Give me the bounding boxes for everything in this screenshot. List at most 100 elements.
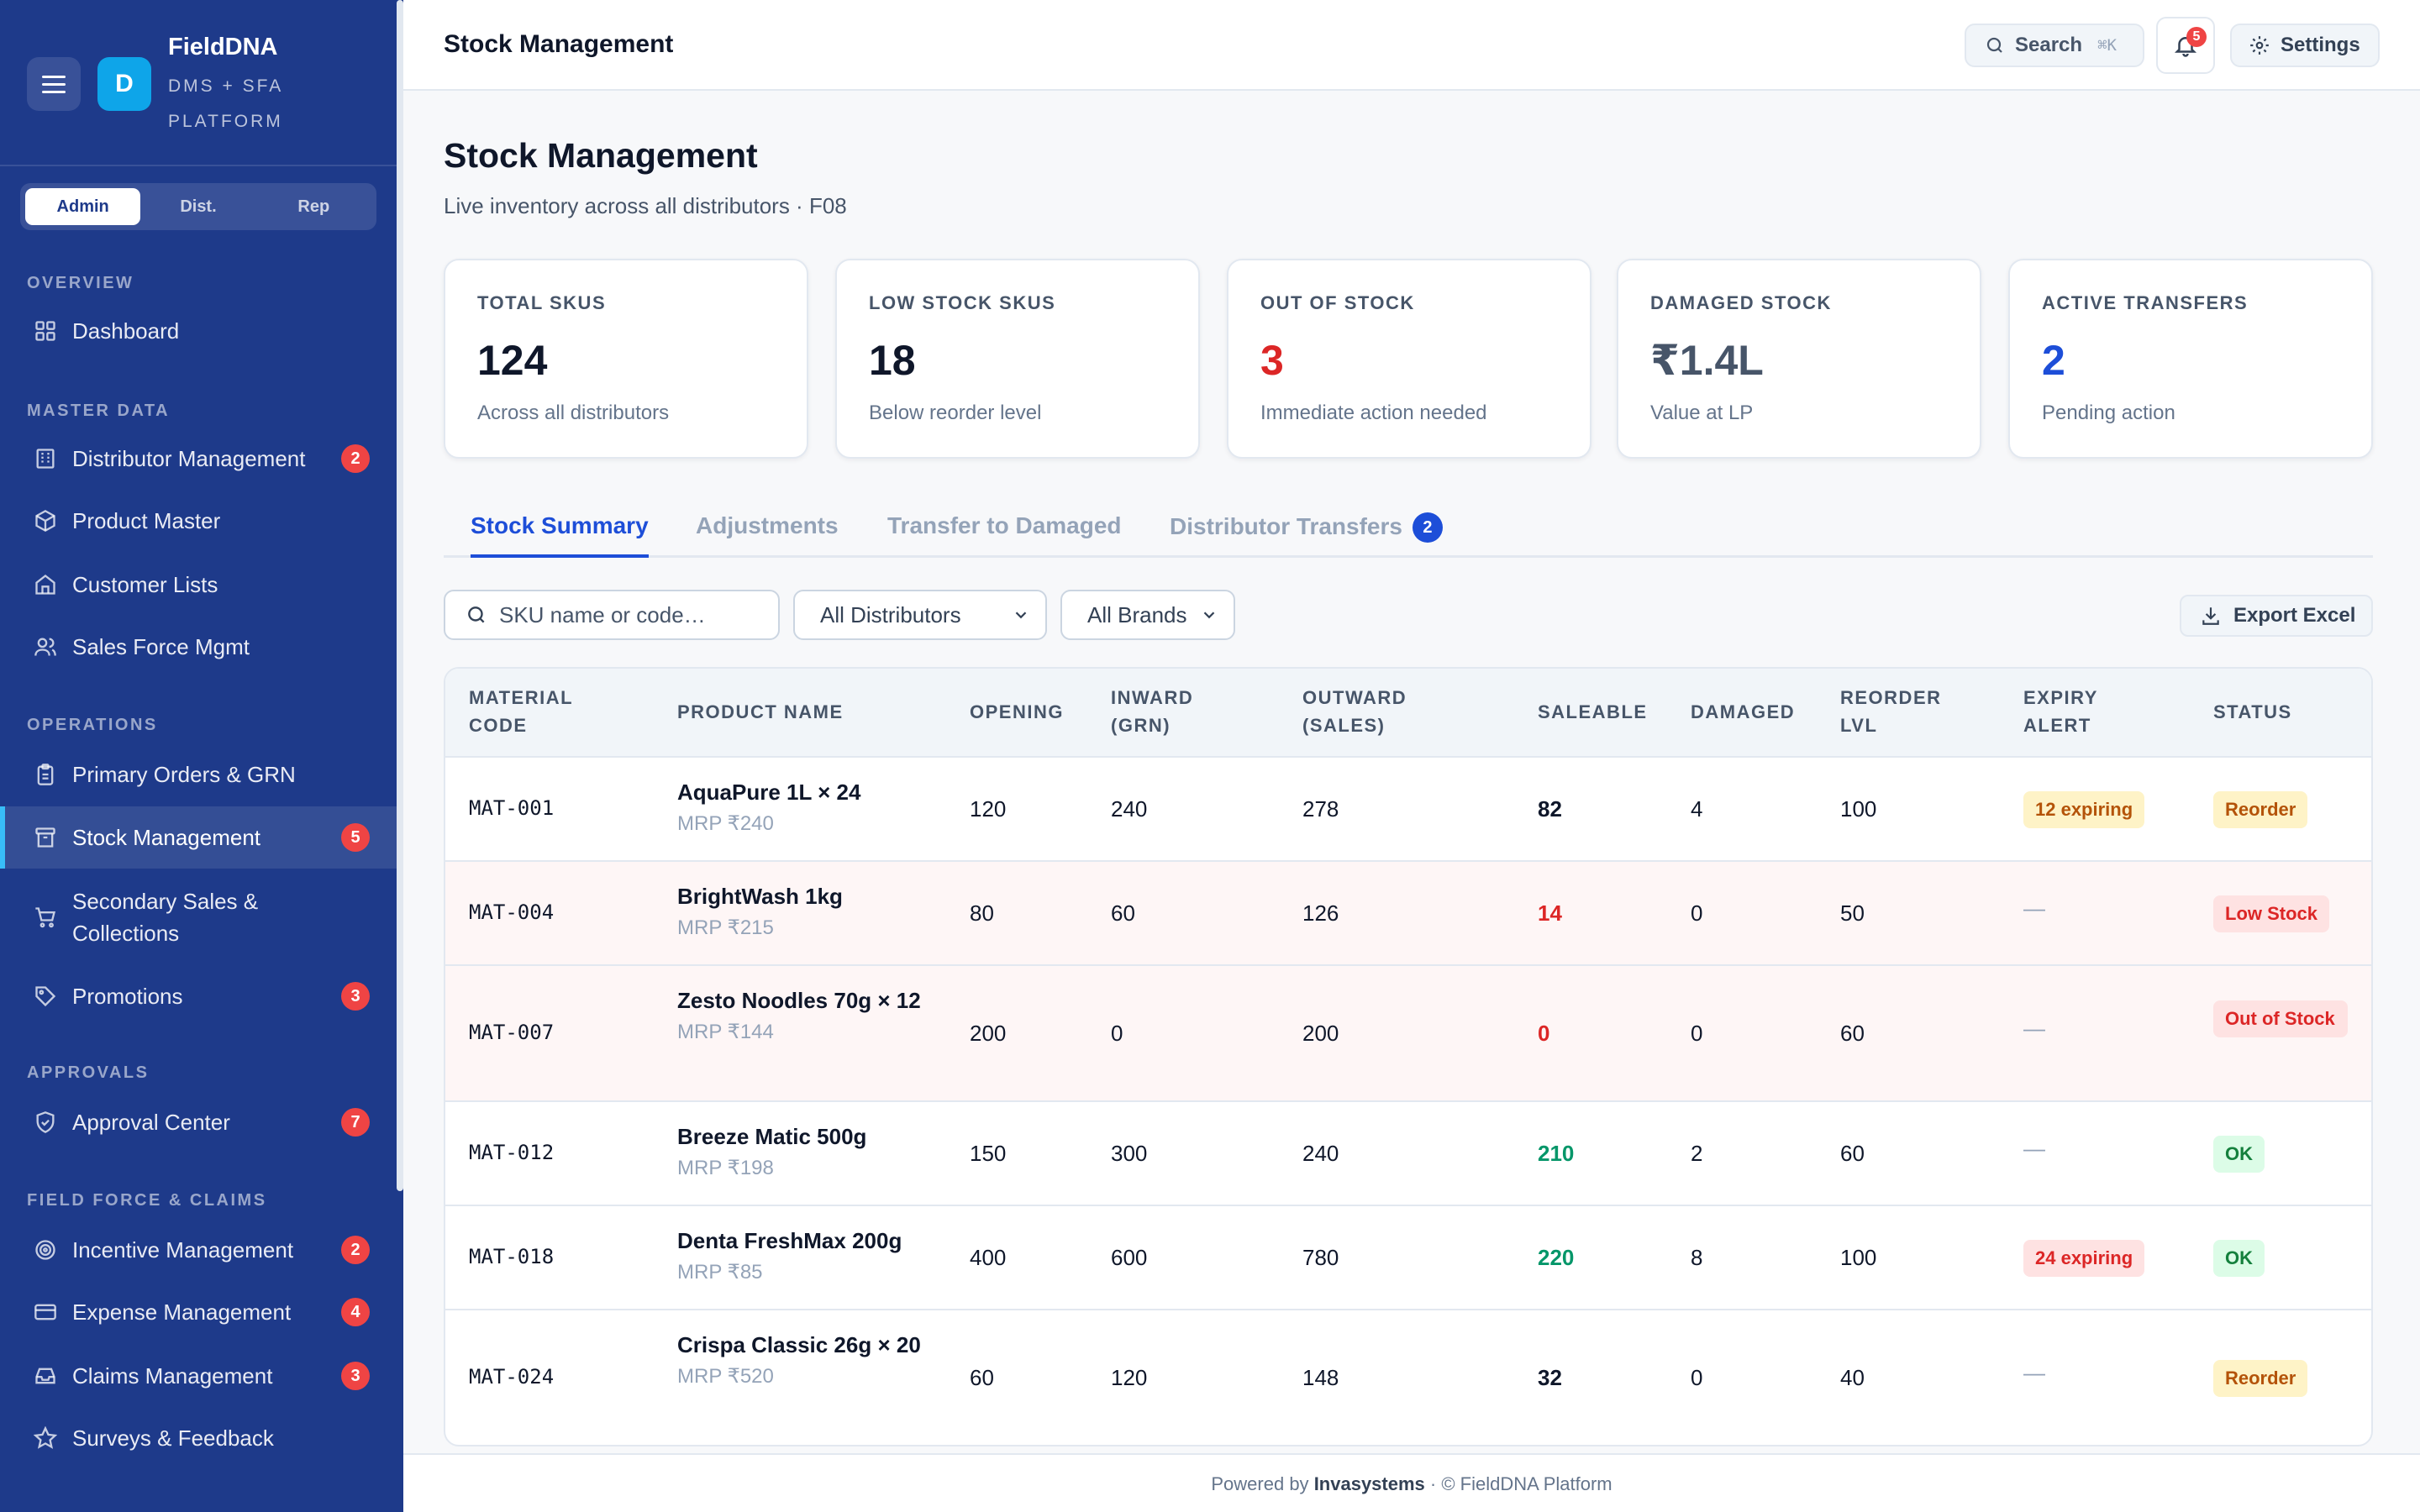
- col-header-inward[interactable]: INWARD (GRN): [1111, 687, 1194, 736]
- col-header-product-name[interactable]: PRODUCT NAME: [677, 701, 844, 722]
- table-header: MATERIAL CODE PRODUCT NAME OPENING INWAR…: [445, 669, 2371, 758]
- table-row[interactable]: MAT-012 Breeze Matic 500g MRP ₹198 150 300 24…: [445, 1102, 2371, 1206]
- cart-icon: [34, 906, 57, 929]
- count-badge: 4: [341, 1298, 370, 1326]
- sidebar-scrollbar[interactable]: [397, 0, 403, 1191]
- outward-value: 148: [1302, 1365, 1339, 1390]
- tab-distributor-transfers[interactable]: Distributor Transfers 2: [1170, 512, 1443, 558]
- inward-value: 60: [1111, 900, 1135, 926]
- sidebar-item-label: Distributor Management: [72, 445, 306, 471]
- col-header-damaged[interactable]: DAMAGED: [1691, 701, 1796, 722]
- sidebar-item-claims-management[interactable]: Claims Management 3: [0, 1356, 397, 1396]
- distributor-select[interactable]: All Distributors: [793, 590, 1047, 640]
- sidebar-item-secondary-sales[interactable]: Secondary Sales & Collections: [0, 884, 397, 951]
- opening-value: 60: [970, 1365, 994, 1390]
- product-name[interactable]: Denta FreshMax 200g: [677, 1228, 902, 1253]
- col-header-saleable[interactable]: SALEABLE: [1538, 701, 1648, 722]
- sidebar-item-approval-center[interactable]: Approval Center 7: [0, 1102, 397, 1142]
- sidebar-item-surveys[interactable]: Surveys & Feedback: [0, 1418, 397, 1458]
- brand-select[interactable]: All Brands: [1060, 590, 1235, 640]
- inward-value: 300: [1111, 1141, 1148, 1166]
- expiry-empty: —: [2023, 1360, 2045, 1385]
- sidebar-item-distributor-management[interactable]: Distributor Management 2: [0, 438, 397, 479]
- sku-search-field[interactable]: [444, 590, 780, 640]
- inbox-icon: [34, 1364, 57, 1388]
- count-badge: 7: [341, 1108, 370, 1137]
- product-name[interactable]: Zesto Noodles 70g × 12: [677, 988, 921, 1013]
- table-row[interactable]: MAT-001 AquaPure 1L × 24 MRP ₹240 120 240 278…: [445, 758, 2371, 862]
- sidebar-item-promotions[interactable]: Promotions 3: [0, 976, 397, 1016]
- notifications-button[interactable]: 5: [2156, 17, 2215, 74]
- kpi-value: 18: [869, 337, 916, 384]
- product-mrp: MRP ₹215: [677, 916, 774, 939]
- role-distributor-button[interactable]: Dist.: [180, 197, 217, 216]
- count-badge: 2: [341, 444, 370, 473]
- role-admin-button[interactable]: Admin: [25, 188, 141, 225]
- material-code: MAT-018: [469, 1245, 555, 1268]
- product-mrp: MRP ₹85: [677, 1261, 763, 1284]
- col-header-opening[interactable]: OPENING: [970, 701, 1064, 722]
- opening-value: 200: [970, 1021, 1007, 1046]
- footer-suffix: · © FieldDNA Platform: [1429, 1473, 1612, 1494]
- sidebar-item-product-master[interactable]: Product Master: [0, 501, 397, 541]
- table-row[interactable]: MAT-024 Crispa Classic 26g × 20 MRP ₹520 60…: [445, 1310, 2371, 1445]
- page-subtitle: Live inventory across all distributors ·…: [444, 193, 847, 218]
- sidebar-item-stock-management[interactable]: Stock Management 5: [0, 806, 397, 869]
- app-name: FieldDNA: [168, 34, 278, 60]
- outward-value: 126: [1302, 900, 1339, 926]
- product-name[interactable]: Breeze Matic 500g: [677, 1124, 867, 1149]
- sidebar-item-label: Promotions: [72, 983, 183, 1009]
- kpi-description: Pending action: [2042, 402, 2175, 424]
- tab-bar: Stock Summary Adjustments Transfer to Da…: [444, 497, 2373, 558]
- brand-header: D FieldDNA DMS + SFA PLATFORM: [0, 0, 403, 166]
- table-row[interactable]: MAT-007 Zesto Noodles 70g × 12 MRP ₹144 200…: [445, 966, 2371, 1102]
- nav-section-master-data: MASTER DATA: [27, 402, 171, 420]
- sidebar-item-customer-lists[interactable]: Customer Lists: [0, 564, 397, 605]
- menu-toggle-button[interactable]: [27, 57, 81, 111]
- expiry-cell: —: [2023, 1360, 2045, 1386]
- damaged-value: 0: [1691, 900, 1703, 926]
- table-row[interactable]: MAT-004 BrightWash 1kg MRP ₹215 80 60 126 14 0 5…: [445, 862, 2371, 966]
- outward-value: 200: [1302, 1021, 1339, 1046]
- col-header-outward[interactable]: OUTWARD (SALES): [1302, 687, 1407, 736]
- status-cell: Reorder: [2213, 1360, 2371, 1397]
- expiry-cell: —: [2023, 1136, 2045, 1162]
- tab-adjustments[interactable]: Adjustments: [696, 512, 839, 538]
- product-mrp: MRP ₹240: [677, 812, 774, 835]
- damaged-value: 0: [1691, 1365, 1703, 1390]
- app-subtitle: DMS + SFA PLATFORM: [168, 76, 283, 131]
- sku-search-input[interactable]: [499, 601, 768, 628]
- role-rep-button[interactable]: Rep: [297, 197, 330, 216]
- product-name[interactable]: BrightWash 1kg: [677, 884, 843, 909]
- export-label: Export Excel: [2233, 604, 2356, 627]
- product-name[interactable]: AquaPure 1L × 24: [677, 780, 861, 805]
- table-row[interactable]: MAT-018 Denta FreshMax 200g MRP ₹85 400 600 7…: [445, 1206, 2371, 1310]
- topbar: Stock Management Search ⌘K 5 Settings: [403, 0, 2420, 91]
- col-header-reorder-level[interactable]: REORDER LVL: [1840, 687, 1942, 736]
- sidebar-item-dashboard[interactable]: Dashboard: [0, 311, 397, 351]
- chevron-down-icon: [1203, 612, 1215, 619]
- clipboard-icon: [34, 763, 57, 786]
- col-header-status[interactable]: STATUS: [2213, 701, 2292, 722]
- tab-stock-summary[interactable]: Stock Summary: [471, 512, 649, 558]
- status-cell: OK: [2213, 1240, 2371, 1277]
- reorder-value: 40: [1840, 1365, 1865, 1390]
- col-header-expiry-alert[interactable]: EXPIRY ALERT: [2023, 687, 2098, 736]
- page-title: Stock Management: [444, 136, 758, 175]
- tag-icon: [34, 984, 57, 1008]
- distributor-select-value: All Distributors: [820, 601, 961, 627]
- tab-transfer-to-damaged[interactable]: Transfer to Damaged: [887, 512, 1122, 538]
- app-logo: D: [97, 57, 151, 111]
- global-search-button[interactable]: Search ⌘K: [1965, 24, 2144, 67]
- kpi-card: LOW STOCK SKUS 18 Below reorder level: [835, 259, 1200, 459]
- reorder-value: 60: [1840, 1141, 1865, 1166]
- col-header-material-code[interactable]: MATERIAL CODE: [469, 687, 574, 736]
- sidebar-item-primary-orders[interactable]: Primary Orders & GRN: [0, 754, 397, 795]
- product-name[interactable]: Crispa Classic 26g × 20: [677, 1332, 921, 1357]
- sidebar-item-incentive-management[interactable]: Incentive Management 2: [0, 1230, 397, 1270]
- saleable-value: 82: [1538, 796, 1562, 822]
- export-excel-button[interactable]: Export Excel: [2180, 595, 2373, 637]
- sidebar-item-expense-management[interactable]: Expense Management 4: [0, 1292, 397, 1332]
- settings-button[interactable]: Settings: [2230, 24, 2380, 67]
- sidebar-item-sales-force[interactable]: Sales Force Mgmt: [0, 627, 397, 667]
